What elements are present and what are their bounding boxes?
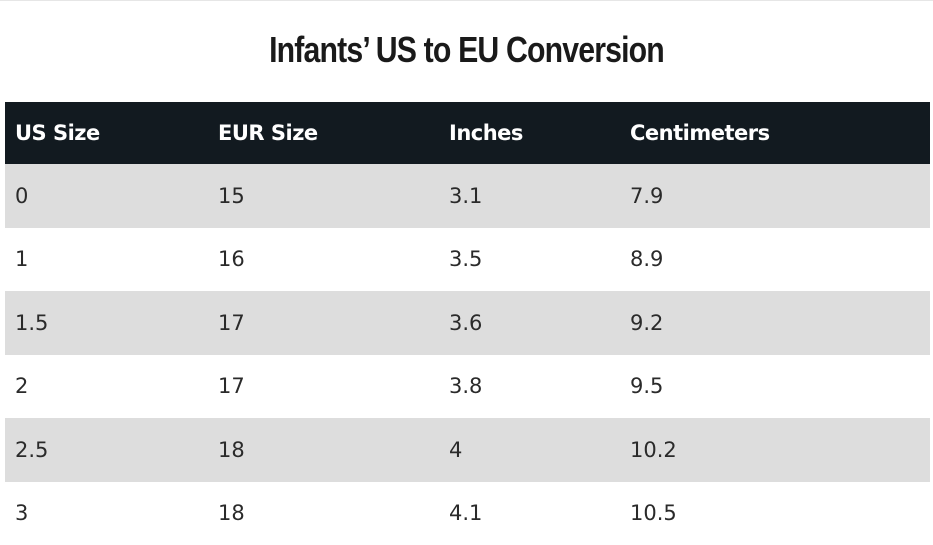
cell-inches: 4 <box>439 418 620 482</box>
cell-inches: 3.8 <box>439 355 620 419</box>
table-row: 2.5 18 4 10.2 <box>5 418 930 482</box>
conversion-table: US Size EUR Size Inches Centimeters 0 15… <box>5 102 930 545</box>
cell-us-size: 2 <box>5 355 208 419</box>
table-row: 1 16 3.5 8.9 <box>5 228 930 292</box>
cell-us-size: 0 <box>5 164 208 228</box>
table-row: 0 15 3.1 7.9 <box>5 164 930 228</box>
cell-eur-size: 17 <box>208 291 439 355</box>
header-eur-size: EUR Size <box>208 102 439 164</box>
cell-eur-size: 16 <box>208 228 439 292</box>
header-us-size: US Size <box>5 102 208 164</box>
cell-inches: 3.5 <box>439 228 620 292</box>
cell-eur-size: 18 <box>208 482 439 545</box>
cell-inches: 3.1 <box>439 164 620 228</box>
table-row: 3 18 4.1 10.5 <box>5 482 930 545</box>
cell-centimeters: 10.2 <box>620 418 930 482</box>
cell-us-size: 2.5 <box>5 418 208 482</box>
cell-centimeters: 7.9 <box>620 164 930 228</box>
cell-centimeters: 8.9 <box>620 228 930 292</box>
cell-eur-size: 18 <box>208 418 439 482</box>
cell-us-size: 3 <box>5 482 208 545</box>
header-inches: Inches <box>439 102 620 164</box>
table-row: 1.5 17 3.6 9.2 <box>5 291 930 355</box>
cell-centimeters: 9.2 <box>620 291 930 355</box>
header-centimeters: Centimeters <box>620 102 930 164</box>
cell-inches: 3.6 <box>439 291 620 355</box>
cell-centimeters: 10.5 <box>620 482 930 545</box>
top-divider <box>0 0 933 1</box>
cell-inches: 4.1 <box>439 482 620 545</box>
cell-centimeters: 9.5 <box>620 355 930 419</box>
table-header-row: US Size EUR Size Inches Centimeters <box>5 102 930 164</box>
page-title: Infants’ US to EU Conversion <box>75 28 859 72</box>
cell-us-size: 1 <box>5 228 208 292</box>
cell-us-size: 1.5 <box>5 291 208 355</box>
cell-eur-size: 17 <box>208 355 439 419</box>
table-row: 2 17 3.8 9.5 <box>5 355 930 419</box>
cell-eur-size: 15 <box>208 164 439 228</box>
